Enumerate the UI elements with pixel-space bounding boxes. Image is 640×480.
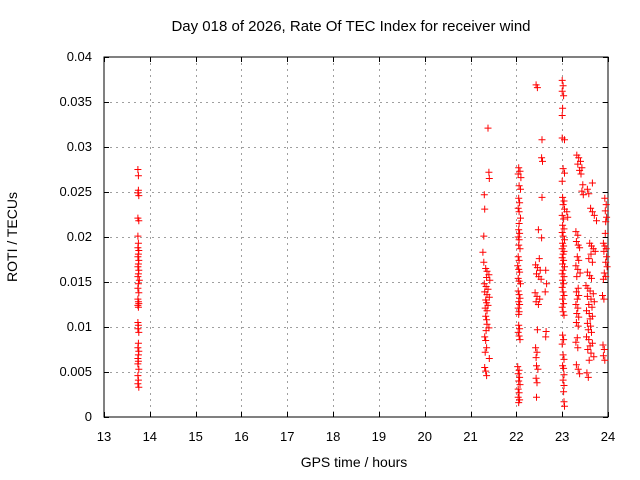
chart-title: Day 018 of 2026, Rate Of TEC Index for r… [171, 18, 530, 35]
x-tick-label: 23 [555, 429, 569, 444]
plot-border [103, 56, 609, 418]
y-tick-label: 0.035 [59, 94, 92, 109]
x-tick-label: 19 [372, 429, 386, 444]
x-tick-label: 20 [417, 429, 431, 444]
y-tick-label: 0 [85, 409, 92, 424]
x-tick-label: 17 [280, 429, 294, 444]
y-tick-labels: 0 0.005 0.01 0.015 0.02 0.025 0.03 0.035 0.04 [59, 49, 92, 424]
x-tick-label: 21 [463, 429, 477, 444]
gridlines [104, 57, 608, 417]
y-tick-label: 0.01 [67, 319, 92, 334]
x-tick-label: 16 [234, 429, 248, 444]
y-tick-label: 0.03 [67, 139, 92, 154]
y-tick-label: 0.025 [59, 184, 92, 199]
x-tick-label: 18 [326, 429, 340, 444]
y-tick-label: 0.02 [67, 229, 92, 244]
x-axis-label: GPS time / hours [301, 454, 408, 470]
x-tick-label: 24 [601, 429, 615, 444]
x-tick-labels: 13 14 15 16 17 18 19 20 21 22 23 24 [97, 429, 615, 444]
y-tick-label: 0.04 [67, 49, 92, 64]
y-axis-label: ROTI / TECUs [4, 192, 20, 282]
y-tick-label: 0.015 [59, 274, 92, 289]
y-tick-label: 0.005 [59, 364, 92, 379]
x-tick-label: 22 [509, 429, 523, 444]
data-points [134, 76, 611, 410]
x-tick-label: 14 [143, 429, 157, 444]
x-tick-label: 13 [97, 429, 111, 444]
x-tick-label: 15 [188, 429, 202, 444]
